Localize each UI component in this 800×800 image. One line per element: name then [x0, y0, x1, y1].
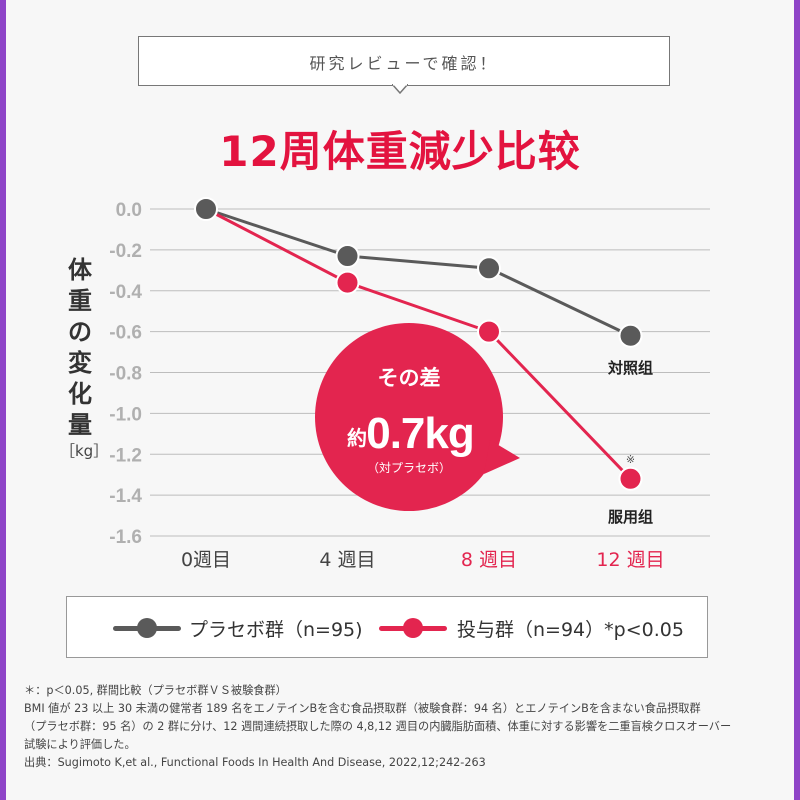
significance-mark: ※ — [626, 453, 635, 466]
footnote-line: 試験により評価した。 — [24, 738, 136, 751]
x-tick-label: 8 週目 — [461, 549, 517, 571]
review-banner: 研究レビューで確認！ — [138, 36, 670, 86]
y-tick-label: -0.8 — [109, 364, 142, 385]
footnote-line: BMI 値が 23 以上 30 未満の健常者 189 名をエノテインBを含む食品… — [24, 702, 701, 715]
series-end-label: 対照组 — [607, 359, 653, 377]
callout-label: その差 — [378, 366, 441, 390]
data-point — [477, 256, 501, 281]
data-point — [618, 323, 643, 348]
data-point — [618, 466, 643, 491]
chart-title: 12周体重減少比较 — [219, 127, 581, 176]
callout-circle — [315, 323, 503, 511]
y-tick-label: -0.2 — [109, 241, 142, 262]
series-line — [205, 207, 632, 480]
legend: プラセボ群（n=95) 投与群（n=94）*p<0.05 — [66, 596, 708, 658]
series-end-label: 服用组 — [608, 508, 653, 526]
data-point — [335, 270, 360, 295]
banner-text: 研究レビューで確認！ — [309, 54, 499, 73]
page: 研究レビューで確認！ 12周体重減少比较 — [6, 0, 794, 800]
footnote-line: ＊：p＜0.05, 群間比較（プラセボ群ＶＳ被験食群） — [24, 684, 287, 697]
legend-treatment-label: 投与群（n=94）*p<0.05 — [457, 619, 684, 641]
y-tick-label: -1.2 — [109, 445, 142, 466]
y-tick-label: -1.4 — [109, 486, 142, 507]
banner-pointer — [392, 84, 408, 94]
footnote-line: （プラセボ群：95 名）の 2 群に分け、12 週間連続摂取した際の 4,8,1… — [24, 720, 732, 733]
callout-prefix: 約 — [347, 426, 367, 450]
x-tick-label: 0週目 — [181, 549, 231, 571]
y-axis-unit: ［kg］ — [60, 442, 109, 460]
callout-value: 0.7kg — [366, 409, 474, 458]
data-point — [194, 197, 218, 221]
y-tick-label: -0.4 — [109, 282, 142, 303]
series-line — [205, 207, 632, 338]
y-axis-label: 体重の変化量 — [68, 256, 92, 439]
callout-note: （対プラセボ） — [367, 461, 451, 475]
footnote-line: 出典：Sugimoto K,et al., Functional Foods I… — [24, 756, 486, 769]
y-tick-label: -1.6 — [109, 527, 142, 548]
y-tick-label: -0.6 — [109, 323, 142, 344]
y-tick-label: -1.0 — [109, 404, 142, 425]
footnotes: ＊：p＜0.05, 群間比較（プラセボ群ＶＳ被験食群） BMI 値が 23 以上… — [24, 682, 774, 772]
legend-control-label: プラセボ群（n=95) — [189, 619, 363, 641]
x-tick-label: 12 週目 — [596, 549, 664, 571]
y-tick-label: 0.0 — [116, 200, 142, 221]
x-tick-label: 4 週目 — [319, 549, 375, 571]
legend-control-marker — [137, 618, 157, 638]
data-point — [335, 244, 360, 269]
legend-treatment-marker — [403, 618, 423, 638]
callout-pointer — [484, 440, 520, 474]
data-point — [477, 319, 501, 344]
